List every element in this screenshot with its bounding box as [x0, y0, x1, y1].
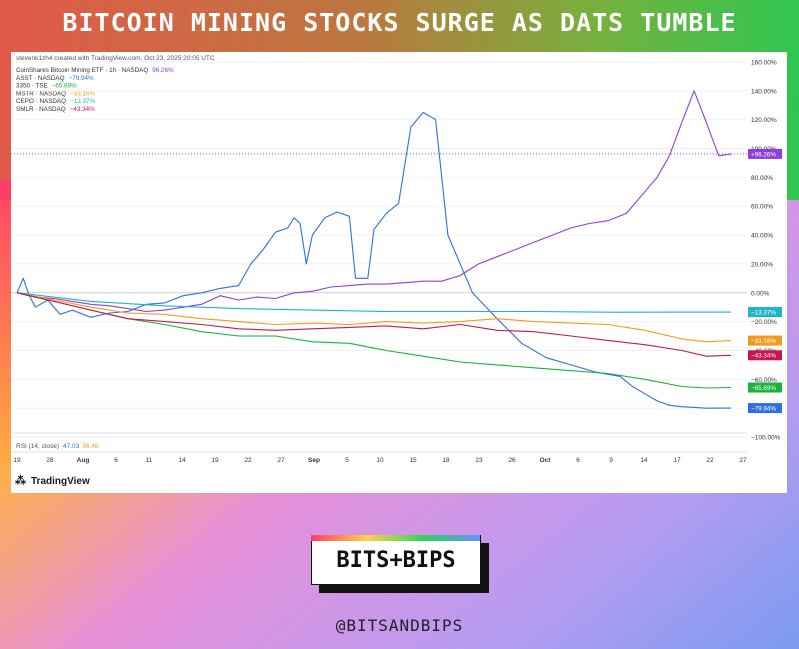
x-tick-label: 14: [178, 457, 186, 464]
x-tick-label: 5: [345, 457, 349, 464]
end-label: −33.16%: [751, 338, 776, 345]
x-tick-label: 14: [640, 457, 648, 464]
x-tick-label: 6: [114, 457, 118, 464]
x-tick-label: 17: [673, 457, 681, 464]
chart-card: stevenk1zh4 created with TradingView.com…: [11, 52, 787, 493]
series-line-3350: [16, 292, 732, 389]
x-tick-label: 27: [739, 457, 747, 464]
logo-gradient-bar: [311, 535, 480, 541]
social-handle: @BITSANDBIPS: [335, 616, 464, 635]
y-tick-label: 140.00%: [751, 88, 777, 95]
end-label-box: [748, 307, 782, 318]
x-tick-label: Aug: [77, 457, 90, 464]
tradingview-wordmark: TradingView: [31, 476, 90, 487]
y-tick-label: −60.00%: [751, 377, 777, 384]
end-label: −79.94%: [751, 405, 776, 412]
tradingview-icon: ⁂: [15, 474, 26, 487]
end-label: −13.37%: [751, 309, 776, 316]
y-tick-label: 60.00%: [751, 204, 773, 211]
x-tick-label: Sep: [308, 457, 320, 464]
x-tick-label: 19: [13, 457, 21, 464]
legend-item: 3350 · TSE −65.69%: [16, 83, 77, 90]
headline: BITCOIN MINING STOCKS SURGE AS DATS TUMB…: [62, 8, 737, 37]
series-line-wgmi: [16, 90, 732, 313]
y-tick-label: 40.00%: [751, 233, 773, 240]
legend: CoinShares Bitcoin Mining ETF · 1h · NAS…: [16, 67, 174, 113]
end-label-box: [748, 382, 782, 393]
legend-item: CEPO · NASDAQ −13.37%: [16, 98, 95, 105]
legend-item: MSTR · NASDAQ −33.16%: [16, 90, 95, 97]
brand-logo: BITS+BIPS: [311, 535, 489, 593]
rsi-label: RSI (14, close) 47.03 36.48: [16, 443, 99, 450]
x-tick-label: Oct: [540, 457, 552, 464]
x-tick-label: 11: [146, 457, 153, 464]
end-label-box: [748, 403, 782, 414]
x-tick-label: 15: [409, 457, 417, 464]
legend-item: CoinShares Bitcoin Mining ETF · 1h · NAS…: [16, 67, 174, 74]
x-tick-label: 6: [576, 457, 580, 464]
plot-area: [16, 90, 732, 409]
x-tick-label: 27: [277, 457, 285, 464]
end-label: −65.69%: [751, 385, 776, 392]
logo-text: BITS+BIPS: [311, 535, 481, 585]
credit-text: stevenk1zh4 created with TradingView.com…: [16, 55, 215, 62]
y-tick-label: −100.00%: [751, 435, 781, 442]
y-tick-label: −20.00%: [751, 319, 777, 326]
x-tick-label: 22: [706, 457, 714, 464]
series-line-cepo: [16, 292, 731, 313]
rsi-value-1: 47.03: [63, 443, 80, 450]
series-line-smlr: [16, 292, 732, 357]
y-tick-label: 0.00%: [751, 290, 770, 297]
x-axis: 19 28 Aug 6 11 14 19 22 27 Sep 5 10 15 18 23 26 Oct 6 9 14 1…: [13, 457, 747, 464]
end-label: −43.34%: [751, 353, 776, 360]
x-tick-label: 23: [475, 457, 483, 464]
y-tick-label: 80.00%: [751, 175, 773, 182]
end-label-box: [748, 335, 782, 346]
x-tick-label: 10: [376, 457, 384, 464]
y-tick-label: 20.00%: [751, 261, 773, 268]
line-chart: stevenk1zh4 created with TradingView.com…: [11, 55, 782, 487]
series-line-mstr: [16, 292, 732, 343]
x-tick-label: 22: [244, 457, 252, 464]
series-line-asst: [16, 111, 732, 409]
end-label-box: [748, 350, 782, 361]
tradingview-logo: ⁂ TradingView: [15, 474, 90, 487]
x-tick-label: 18: [442, 457, 450, 464]
end-label: +96.26%: [751, 151, 776, 158]
x-tick-label: 19: [211, 457, 219, 464]
end-label-box: [748, 148, 782, 159]
legend-item: SMLR · NASDAQ −43.34%: [16, 106, 95, 113]
y-tick-label: 120.00%: [751, 117, 777, 124]
grid: [11, 61, 747, 438]
x-tick-label: 28: [46, 457, 54, 464]
legend-item: ASST · NASDAQ −79.94%: [16, 75, 94, 82]
x-tick-label: 9: [609, 457, 613, 464]
end-labels: +96.26% −13.37% −33.16% −43.34% −65.69% −79.9…: [748, 148, 782, 414]
rsi-value-2: 36.48: [82, 443, 99, 450]
x-tick-label: 26: [508, 457, 516, 464]
y-tick-label: 160.00%: [751, 60, 777, 67]
rsi-name: RSI (14, close): [16, 443, 59, 450]
